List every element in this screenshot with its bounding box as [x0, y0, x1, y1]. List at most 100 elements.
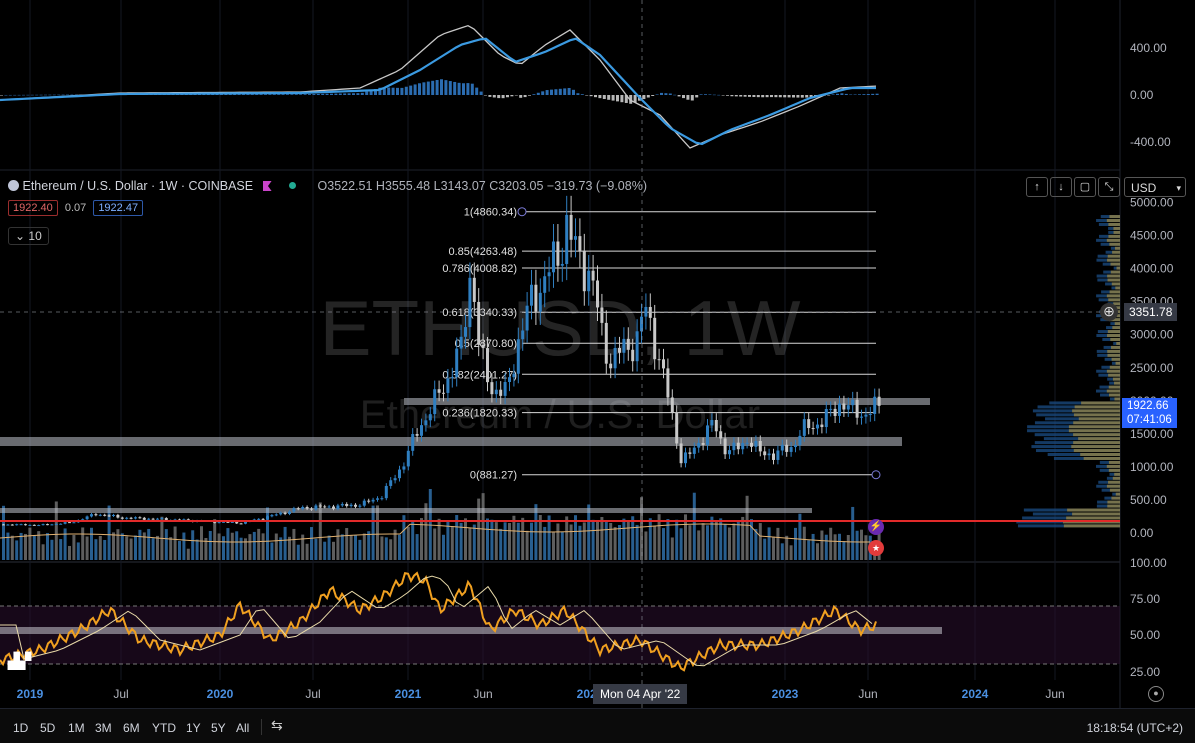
candle-body	[552, 241, 555, 273]
timeframe-1y[interactable]: 1Y	[186, 721, 201, 735]
currency-select[interactable]: USD ▾	[1124, 177, 1186, 197]
candle-body	[54, 523, 58, 525]
scroll-down-button[interactable]: ↓	[1050, 177, 1072, 197]
fib-label: 0.5(2870.80)	[455, 338, 517, 350]
date-range-icon[interactable]: ⇆	[271, 717, 283, 733]
macd-histogram-bar	[281, 94, 285, 95]
macd-histogram-bar	[70, 94, 74, 96]
volume-profile-bar-up	[1107, 258, 1120, 262]
candle-body	[398, 469, 401, 479]
macd-histogram-bar	[413, 84, 417, 95]
timeframe-ytd[interactable]: YTD	[152, 721, 176, 735]
candle-body	[6, 524, 10, 526]
candle-body	[842, 403, 846, 410]
timeframe-3m[interactable]: 3M	[95, 721, 112, 735]
macd-histogram-bar	[844, 93, 848, 95]
rsi-line	[0, 571, 877, 672]
scroll-up-button[interactable]: ↑	[1026, 177, 1048, 197]
volume-bar	[19, 532, 23, 560]
timeframe-5y[interactable]: 5Y	[211, 721, 226, 735]
timeframe-1m[interactable]: 1M	[68, 721, 85, 735]
macd-histogram-bar	[642, 95, 646, 100]
macd-histogram-bar	[796, 95, 800, 98]
candle-body	[244, 521, 247, 524]
gear-icon[interactable]: ●	[1148, 686, 1164, 702]
volume-bar	[622, 518, 626, 560]
candle-body	[19, 524, 23, 526]
time-axis-label: 2024	[962, 687, 989, 701]
macd-histogram-bar	[422, 82, 426, 95]
candle-body	[613, 347, 617, 369]
candle-body	[349, 504, 353, 507]
volume-profile-bar-up	[1113, 226, 1120, 230]
currency-select-value: USD	[1131, 181, 1157, 195]
macd-histogram-bar	[532, 94, 536, 95]
timeframe-6m[interactable]: 6M	[123, 721, 140, 735]
candle-body	[160, 518, 164, 520]
macd-histogram-bar	[484, 95, 487, 96]
volume-bar	[389, 539, 393, 560]
volume-profile-bar-up	[1115, 286, 1120, 290]
rsi-ma-line	[0, 575, 873, 667]
maximize-pane-button[interactable]: ▢	[1074, 177, 1096, 197]
volume-bar	[763, 538, 767, 560]
volume-bar	[332, 541, 335, 560]
add-alert-icon[interactable]: ⊕	[1100, 303, 1118, 321]
volume-bar	[719, 518, 723, 560]
candle-body	[569, 214, 573, 240]
lightning-icon[interactable]: ⚡	[868, 519, 884, 535]
candle-body	[530, 284, 533, 306]
rsi-axis-label: 50.00	[1130, 628, 1160, 642]
flag-icon[interactable]	[262, 181, 272, 191]
volume-bar	[186, 548, 190, 560]
candle-body	[2, 524, 5, 526]
time-axis-label: Jul	[113, 687, 128, 701]
volume-profile-bar-up	[1073, 413, 1120, 417]
candle-body	[604, 322, 608, 364]
bid-price[interactable]: 1922.40	[8, 200, 58, 216]
candle-body	[754, 440, 758, 447]
volume-profile-bar-up	[1107, 254, 1120, 258]
symbol-title[interactable]: Ethereum / U.S. Dollar · 1W · COINBASE	[22, 179, 254, 193]
candle-body	[763, 451, 767, 456]
volume-bar	[103, 539, 107, 560]
ohlc-values: O3522.51 H3555.48 L3143.07 C3203.05 −319…	[317, 179, 647, 193]
candle-body	[235, 521, 239, 524]
candle-body	[239, 523, 243, 525]
volume-profile-bar-up	[1107, 330, 1120, 334]
macd-histogram-bar	[875, 93, 879, 95]
volume-profile-bar-up	[1107, 278, 1120, 282]
candle-body	[798, 435, 802, 446]
volume-profile-bar-up	[1108, 468, 1120, 472]
macd-histogram-bar	[567, 87, 571, 95]
candle-body	[587, 270, 591, 292]
collapse-pane-button[interactable]: ⤡	[1098, 177, 1120, 197]
volume-bar	[802, 526, 806, 560]
volume-bar	[32, 535, 36, 560]
us-flag-icon[interactable]: ★	[868, 540, 884, 556]
ask-price[interactable]: 1922.47	[93, 200, 144, 216]
candle-body	[257, 518, 261, 520]
clock-timezone[interactable]: 18:18:54 (UTC+2)	[1086, 721, 1183, 735]
macd-histogram-bar	[572, 89, 575, 95]
timeframe-1d[interactable]: 1D	[13, 721, 29, 735]
candle-body	[789, 447, 793, 452]
macd-histogram-bar	[624, 95, 628, 103]
candle-body	[728, 450, 731, 455]
candle-body	[780, 444, 784, 451]
timeframe-5d[interactable]: 5D	[40, 721, 56, 735]
volume-bar	[2, 505, 5, 560]
macd-histogram-bar	[712, 94, 716, 96]
timeframe-all[interactable]: All	[236, 721, 250, 735]
volume-bar	[81, 527, 85, 560]
macd-histogram-bar	[682, 95, 685, 99]
volume-bar	[217, 533, 221, 560]
volume-indicator-toggle[interactable]: ⌄ 10	[8, 227, 49, 245]
macd-histogram-bar	[369, 90, 373, 95]
time-axis-label: 2020	[207, 687, 234, 701]
candle-body	[420, 425, 423, 436]
volume-bar	[776, 527, 780, 560]
candle-body	[120, 517, 124, 519]
macd-histogram-bar	[536, 92, 540, 95]
